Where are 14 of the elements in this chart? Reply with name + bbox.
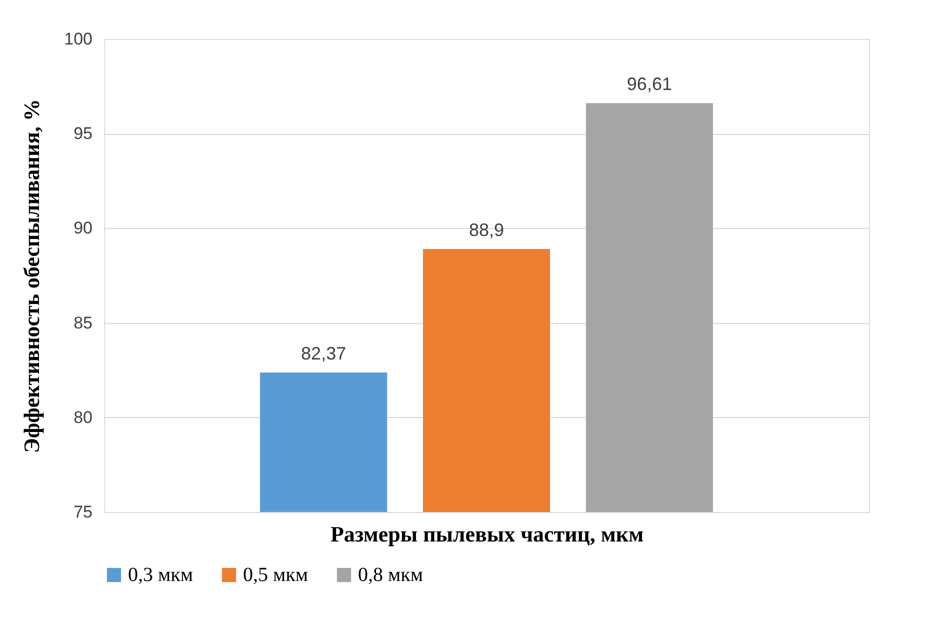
x-axis-title: Размеры пылевых частиц, мкм xyxy=(330,522,644,546)
legend-label: 0,3 мкм xyxy=(128,564,194,586)
y-tick-label: 85 xyxy=(74,313,92,332)
y-tick-label: 95 xyxy=(74,124,92,144)
legend-label: 0,5 мкм xyxy=(243,564,308,586)
y-tick-label: 75 xyxy=(74,502,92,522)
y-tick-label: 100 xyxy=(64,30,92,48)
data-label: 82,37 xyxy=(301,344,346,364)
y-tick-label: 80 xyxy=(74,408,92,427)
y-axis-title: Эффективность обеспыливания, % xyxy=(19,98,44,454)
y-tick-label: 90 xyxy=(74,218,92,238)
data-label: 96,61 xyxy=(626,74,672,94)
data-label: 88,9 xyxy=(468,220,504,240)
legend-label: 0,8 мкм xyxy=(358,564,424,586)
